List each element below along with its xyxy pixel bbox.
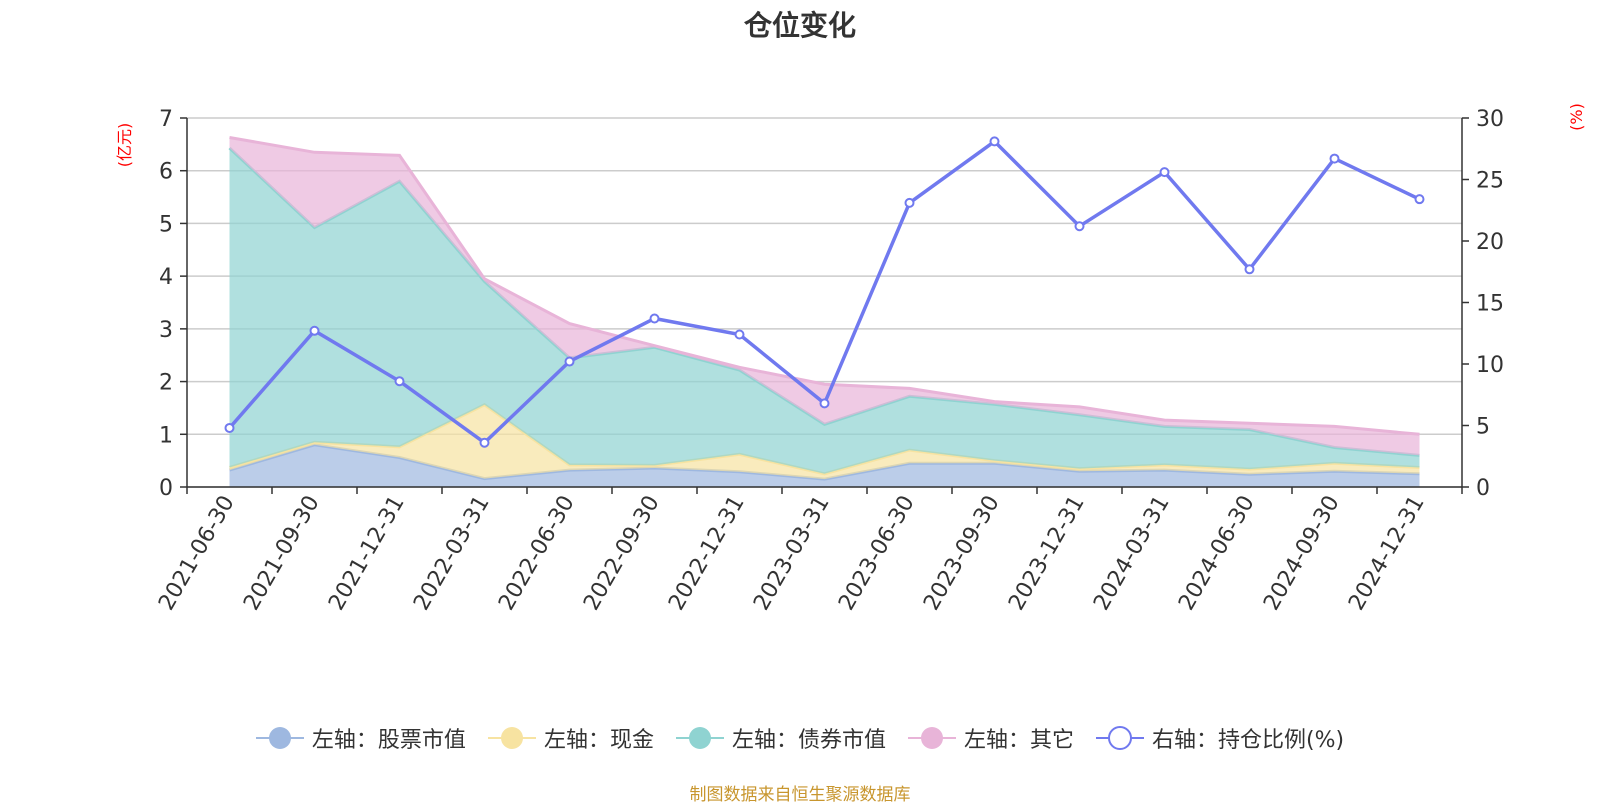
legend: 左轴：股票市值 左轴：现金 左轴：债券市值 左轴：其它 右轴：持仓比例(%): [0, 722, 1600, 754]
ratio-point: [1159, 167, 1170, 178]
legend-bond-icon: [675, 727, 724, 749]
legend-ratio-label: 右轴：持仓比例(%): [1151, 728, 1345, 753]
right-tick-label: 0: [1476, 476, 1490, 501]
right-tick-label: 25: [1476, 169, 1504, 194]
right-axis-unit-label: (%): [1567, 103, 1586, 131]
right-tick-label: 5: [1476, 415, 1490, 440]
left-tick-label: 1: [159, 423, 173, 448]
area-series-3: [229, 137, 1420, 456]
ratio-point: [1414, 194, 1425, 205]
right-tick-label: 10: [1476, 353, 1504, 378]
left-tick-label: 2: [159, 371, 173, 396]
legend-item-other[interactable]: 左轴：其它: [907, 722, 1074, 754]
left-tick-label: 3: [159, 318, 173, 343]
area-series-2: [229, 148, 1420, 474]
legend-item-cash[interactable]: 左轴：现金: [487, 722, 654, 754]
legend-stock-label: 左轴：股票市值: [311, 728, 466, 753]
x-tick-label: 2024-09-30: [1259, 492, 1345, 615]
x-tick-label: 2024-06-30: [1174, 492, 1260, 615]
x-tick-label: 2024-12-31: [1344, 492, 1430, 615]
ratio-point: [394, 376, 405, 387]
area-series-0: [229, 444, 1420, 487]
right-tick-label: 30: [1476, 107, 1504, 132]
legend-ratio-icon: [1095, 726, 1144, 750]
chart-title: 仓位变化: [743, 9, 856, 42]
ratio-point: [734, 329, 745, 340]
x-tick-label: 2021-09-30: [239, 492, 325, 615]
x-tick-label: 2022-12-31: [664, 492, 750, 615]
source-note: 制图数据来自恒生聚源数据库: [689, 785, 911, 805]
x-tick-label: 2022-06-30: [494, 492, 580, 615]
ratio-point: [1074, 221, 1085, 232]
x-tick-label: 2023-03-31: [749, 492, 835, 615]
ratio-point: [564, 356, 575, 367]
ratio-point: [1244, 264, 1255, 275]
x-tick-label: 2023-09-30: [919, 492, 1005, 615]
ratio-line: [224, 136, 1425, 448]
legend-cash-label: 左轴：现金: [543, 728, 654, 753]
x-tick-label: 2024-03-31: [1089, 492, 1175, 615]
left-tick-label: 5: [159, 212, 173, 237]
left-tick-label: 7: [159, 107, 173, 132]
left-tick-label: 4: [159, 265, 173, 290]
legend-bond-label: 左轴：债券市值: [731, 728, 886, 753]
area-top-line-3: [229, 136, 1420, 436]
left-tick-label: 0: [159, 476, 173, 501]
legend-item-ratio[interactable]: 右轴：持仓比例(%): [1095, 722, 1345, 754]
stacked-areas: [228, 136, 1420, 487]
ratio-point: [904, 197, 915, 208]
legend-other-label: 左轴：其它: [963, 728, 1074, 753]
ratio-point: [224, 422, 235, 433]
legend-item-stock[interactable]: 左轴：股票市值: [255, 722, 466, 754]
ratio-point: [819, 398, 830, 409]
right-tick-label: 20: [1476, 230, 1504, 255]
x-tick-label: 2022-09-30: [579, 492, 665, 615]
ratio-point: [1329, 153, 1340, 164]
x-tick-label: 2023-12-31: [1004, 492, 1090, 615]
ratio-point: [989, 136, 1000, 147]
ratio-point: [649, 313, 660, 324]
area-series-1: [229, 404, 1420, 480]
legend-other-icon: [907, 727, 956, 749]
x-tick-label: 2023-06-30: [834, 492, 920, 615]
x-tick-label: 2022-03-31: [409, 492, 495, 615]
ratio-point: [309, 325, 320, 336]
legend-cash-icon: [487, 727, 536, 749]
right-tick-label: 15: [1476, 292, 1504, 317]
left-axis-unit-label: (亿元): [115, 123, 134, 168]
x-tick-label: 2021-12-31: [324, 492, 410, 615]
ratio-point: [479, 437, 490, 448]
legend-stock-icon: [255, 727, 304, 749]
left-tick-label: 6: [159, 160, 173, 185]
x-tick-label: 2021-06-30: [154, 492, 240, 615]
legend-item-bond[interactable]: 左轴：债券市值: [675, 722, 886, 754]
